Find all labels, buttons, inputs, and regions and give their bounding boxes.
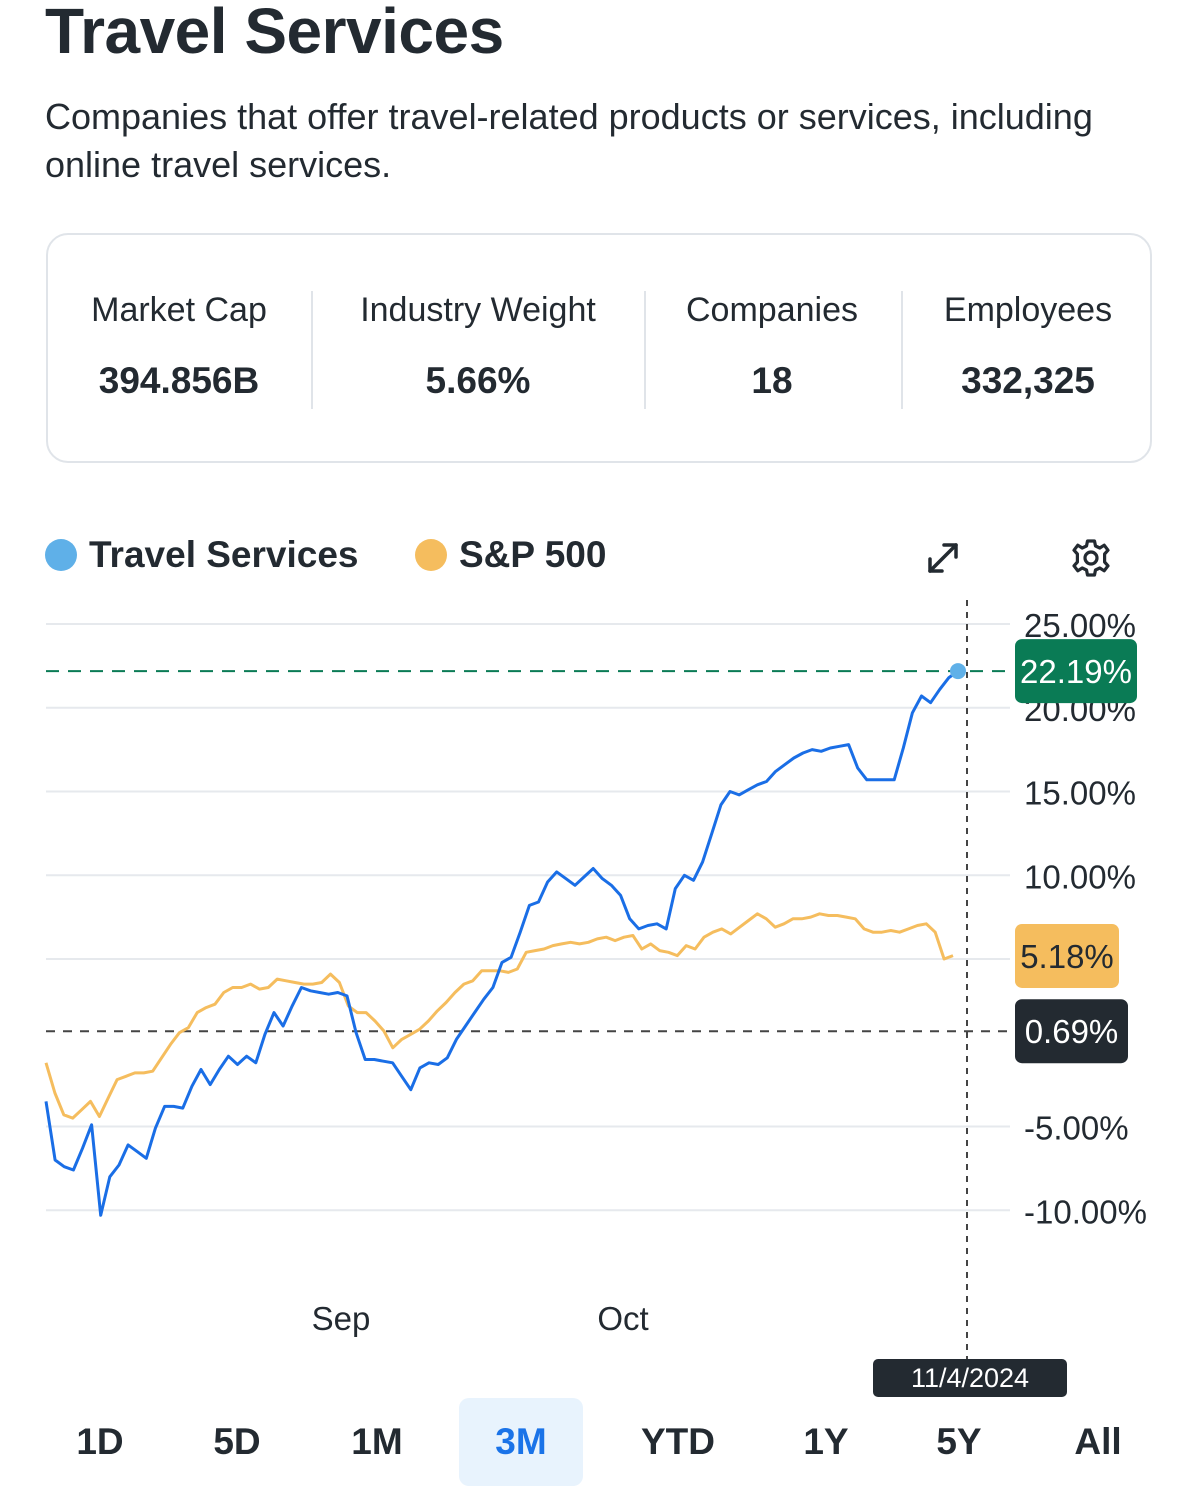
stats-card: Market Cap 394.856B Industry Weight 5.66… [46, 233, 1152, 463]
range-button-all[interactable]: All [1074, 1421, 1122, 1462]
crosshair-date-box [873, 1359, 1067, 1397]
reference-value-tag-box [1015, 999, 1128, 1064]
stat-companies: Companies 18 [672, 291, 872, 402]
sp500-value-tag: 5.18% [1020, 938, 1114, 975]
x-tick-label: Sep [312, 1300, 371, 1337]
crosshair-date-label: 11/4/2024 [911, 1363, 1029, 1393]
series-line-travel-services [44, 669, 959, 1217]
legend-label: Travel Services [89, 534, 359, 575]
range-selector: 1D 5D 1M 3M YTD 1Y 5Y All [0, 1398, 1200, 1488]
stat-divider [311, 291, 313, 409]
range-button-ytd[interactable]: YTD [641, 1421, 715, 1462]
expand-arrows-icon[interactable] [920, 535, 966, 581]
range-button-5y[interactable]: 5Y [936, 1421, 982, 1462]
range-button-1m[interactable]: 1M [351, 1421, 403, 1462]
line-chart[interactable]: 25.00%20.00%15.00%10.00%-5.00%-10.00%Sep… [0, 590, 1200, 1398]
range-button-3m[interactable]: 3M [459, 1398, 583, 1486]
legend-item-sp500[interactable]: S&P 500 [415, 534, 606, 576]
series-line-sp500 [44, 912, 954, 1120]
range-button-1y[interactable]: 1Y [803, 1421, 849, 1462]
x-tick-label: Oct [597, 1300, 648, 1337]
stat-employees: Employees 332,325 [928, 291, 1128, 402]
reference-value-tag: 0.69% [1025, 1013, 1119, 1050]
page-title: Travel Services [45, 0, 504, 67]
stat-value: 5.66% [425, 360, 531, 401]
legend-dot [45, 539, 77, 571]
stat-divider [644, 291, 646, 409]
sp500-value-tag-box [1015, 923, 1119, 988]
y-tick-label: 15.00% [1024, 775, 1136, 812]
range-button-5d[interactable]: 5D [213, 1421, 261, 1462]
stat-value: 394.856B [98, 360, 260, 401]
gear-icon[interactable] [1068, 535, 1114, 581]
legend-label: S&P 500 [459, 534, 607, 575]
stat-label: Market Cap [91, 291, 267, 329]
stat-label: Employees [943, 291, 1113, 329]
stat-label: Industry Weight [360, 291, 596, 329]
y-tick-label: -10.00% [1024, 1193, 1147, 1230]
page-description: Companies that offer travel-related prod… [45, 96, 1093, 185]
legend-dot [415, 539, 447, 571]
travel-value-tag: 22.19% [1020, 653, 1132, 690]
y-tick-label: -5.00% [1024, 1110, 1129, 1147]
y-tick-label: 10.00% [1024, 858, 1136, 895]
travel-value-tag-box [1015, 639, 1137, 704]
current-point [950, 663, 966, 680]
y-tick-label: 25.00% [1024, 607, 1136, 644]
range-button-1d[interactable]: 1D [76, 1421, 124, 1462]
legend-item-travel-services[interactable]: Travel Services [45, 534, 359, 576]
stat-value: 332,325 [961, 360, 1095, 401]
stat-market-cap: Market Cap 394.856B [81, 291, 277, 402]
stat-label: Companies [686, 291, 858, 329]
stat-industry-weight: Industry Weight 5.66% [338, 291, 618, 402]
stat-divider [901, 291, 903, 409]
stat-value: 18 [751, 360, 793, 401]
